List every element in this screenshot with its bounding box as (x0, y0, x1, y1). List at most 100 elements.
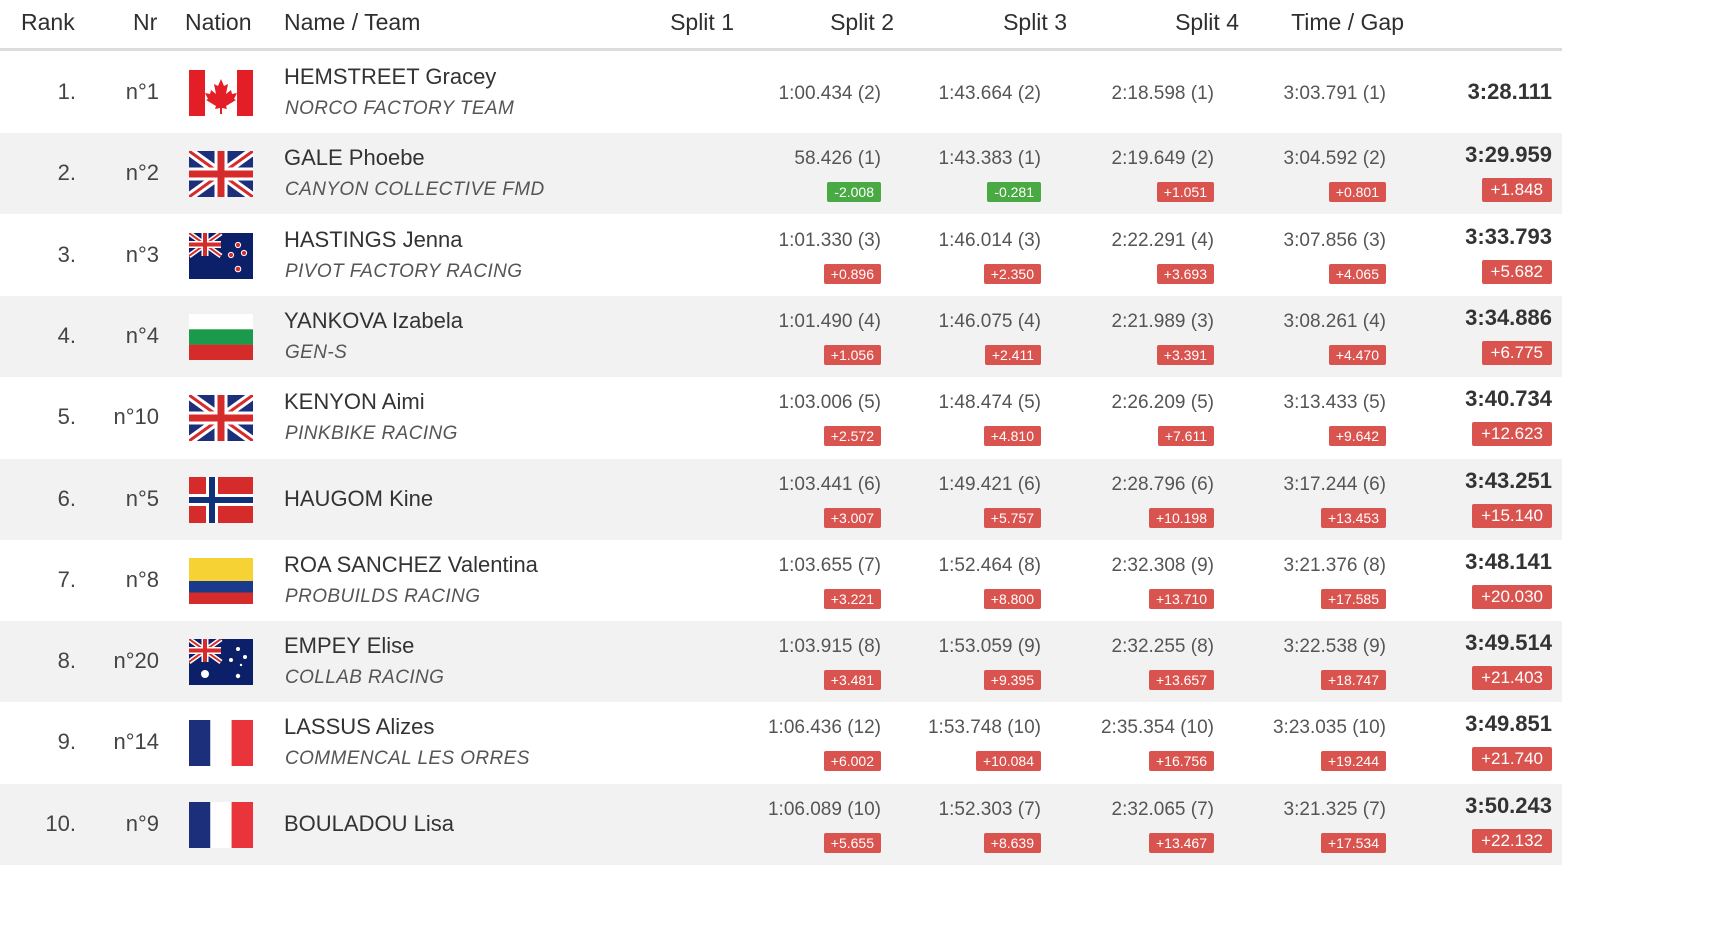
table-row[interactable]: 10. n°9 BOULADOU Lisa 1:06.089 (10) +5.655 1:… (0, 783, 1562, 865)
table-row[interactable]: 1. n°1 HEMSTREET Gracey NORCO FACTORY TEAM 1… (0, 52, 1562, 133)
gap-badge: +21.740 (1472, 747, 1552, 772)
split-1-diff-badge: +5.655 (823, 832, 881, 853)
table-row[interactable]: 5. n°10 KENYON Aimi PINKBIKE RACING 1:03.006… (0, 377, 1562, 458)
column-header-split-2[interactable]: Split 2 (830, 9, 894, 35)
split-1-diff-badge: +6.002 (823, 751, 881, 772)
split-2-diff-badge: +2.350 (983, 263, 1041, 284)
united-kingdom-flag-icon (186, 147, 256, 201)
team-name: NORCO FACTORY TEAM (285, 98, 515, 119)
norway-flag-icon (189, 476, 253, 523)
column-header-split-3[interactable]: Split 3 (1003, 9, 1067, 35)
table-row[interactable]: 2. n°2 GALE Phoebe CANYON COLLECTIVE FMD 58.… (0, 133, 1562, 215)
gap-badge: +12.623 (1472, 422, 1552, 447)
rank-value: 6. (57, 485, 76, 511)
table-row[interactable]: 7. n°8 ROA SANCHEZ Valentina PROBUILDS RACI… (0, 540, 1562, 621)
rider-name[interactable]: ROA SANCHEZ Valentina (284, 551, 538, 577)
team-name: PIVOT FACTORY RACING (285, 260, 523, 282)
column-header-rank[interactable]: Rank (21, 9, 75, 35)
finish-time: 3:33.793 (1465, 223, 1552, 249)
gap-badge: +15.140 (1472, 503, 1552, 528)
split-3-time: 2:21.989 (3) (1111, 310, 1214, 332)
rank-value: 5. (57, 404, 76, 430)
split-4-time: 3:04.592 (2) (1283, 148, 1386, 170)
table-row[interactable]: 8. n°20 EMPEY Elise COLLAB RACING 1:03.915 (… (0, 621, 1562, 703)
split-1-time: 58.426 (1) (794, 148, 881, 170)
rank-value: 1. (57, 79, 76, 104)
split-3-time: 2:35.354 (10) (1100, 717, 1214, 739)
split-1-diff-badge: +2.572 (823, 426, 881, 447)
column-header-time-gap[interactable]: Time / Gap (1291, 9, 1404, 35)
split-1-time: 1:06.436 (12) (767, 717, 881, 739)
table-row[interactable]: 6. n°5 HAUGOM Kine 1:03.441 (6) +3.007 1:49.4… (0, 458, 1562, 540)
team-name: COMMENCAL LES ORRES (285, 748, 530, 770)
rider-name[interactable]: HAUGOM Kine (284, 485, 434, 511)
split-2-diff-badge: +2.411 (984, 344, 1041, 365)
column-header-nation[interactable]: Nation (185, 9, 252, 35)
split-1-diff-badge: +0.896 (823, 263, 881, 284)
gap-badge: +6.775 (1481, 340, 1552, 365)
table-row[interactable]: 3. n°3 HASTINGS Jenna PIVOT FACTORY RACING 1… (0, 215, 1562, 296)
table-row[interactable]: 9. n°14 LASSUS Alizes COMMENCAL LES ORRES 1:… (0, 702, 1562, 783)
split-3-time: 2:18.598 (1) (1111, 83, 1214, 104)
rider-name[interactable]: EMPEY Elise (284, 633, 415, 659)
split-2-time: 1:48.474 (5) (938, 392, 1041, 414)
split-3-diff-badge: +7.611 (1157, 426, 1214, 447)
colombia-flag-icon (189, 557, 253, 604)
rider-name[interactable]: YANKOVA Izabela (284, 307, 463, 333)
rider-name[interactable]: HEMSTREET Gracey (284, 64, 497, 89)
split-1-time: 1:01.330 (3) (778, 229, 881, 251)
team-name: CANYON COLLECTIVE FMD (285, 179, 545, 201)
france-flag-icon (189, 720, 253, 767)
split-3-diff-badge: +10.198 (1149, 507, 1214, 528)
bib-number: n°4 (125, 322, 159, 348)
rider-name[interactable]: KENYON Aimi (284, 389, 425, 415)
finish-time: 3:28.111 (1467, 79, 1552, 104)
finish-time: 3:50.243 (1465, 792, 1552, 818)
split-3-time: 2:26.209 (5) (1111, 392, 1214, 414)
team-name: PINKBIKE RACING (285, 423, 458, 445)
split-4-diff-badge: +4.065 (1328, 263, 1386, 284)
split-1-diff-badge: -2.008 (827, 182, 881, 203)
rider-name[interactable]: BOULADOU Lisa (284, 810, 454, 836)
finish-time: 3:29.959 (1465, 142, 1552, 168)
split-2-diff-badge: +8.639 (983, 832, 1041, 853)
column-header-name-team[interactable]: Name / Team (284, 9, 421, 35)
rider-name[interactable]: HASTINGS Jenna (284, 226, 463, 252)
column-header-split-1[interactable]: Split 1 (670, 9, 734, 35)
split-1-diff-badge: +3.007 (823, 507, 881, 528)
rider-name[interactable]: LASSUS Alizes (284, 714, 435, 740)
split-2-time: 1:43.383 (1) (938, 148, 1041, 170)
bib-number: n°9 (125, 810, 159, 836)
bib-number: n°20 (113, 648, 159, 674)
split-4-time: 3:17.244 (6) (1283, 473, 1386, 495)
split-2-diff-badge: +4.810 (983, 426, 1041, 447)
split-2-time: 1:53.059 (9) (938, 636, 1041, 658)
team-name: GEN-S (285, 341, 348, 363)
split-1-time: 1:03.655 (7) (778, 554, 881, 576)
split-3-diff-badge: +3.693 (1156, 263, 1214, 284)
united-kingdom-flag-icon (186, 391, 256, 445)
split-4-time: 3:07.856 (3) (1283, 229, 1386, 251)
finish-time: 3:34.886 (1465, 304, 1552, 330)
split-4-time: 3:21.376 (8) (1283, 554, 1386, 576)
split-3-diff-badge: +16.756 (1149, 751, 1214, 772)
split-2-time: 1:52.303 (7) (938, 798, 1041, 820)
split-4-diff-badge: +4.470 (1328, 344, 1386, 365)
split-3-time: 2:32.065 (7) (1111, 798, 1214, 820)
rank-value: 9. (57, 729, 76, 755)
split-1-time: 1:06.089 (10) (767, 798, 881, 820)
split-4-diff-badge: +17.534 (1321, 832, 1386, 853)
bib-number: n°8 (125, 566, 159, 592)
column-header-nr[interactable]: Nr (133, 9, 158, 35)
table-row[interactable]: 4. n°4 YANKOVA Izabela GEN-S 1:01.490 (4) +1.… (0, 295, 1562, 377)
split-1-time: 1:00.434 (2) (778, 83, 881, 104)
rider-name[interactable]: GALE Phoebe (284, 145, 425, 171)
split-3-diff-badge: +3.391 (1156, 344, 1214, 365)
split-2-time: 1:43.664 (2) (938, 83, 1041, 104)
split-1-time: 1:01.490 (4) (778, 310, 881, 332)
split-4-time: 3:23.035 (10) (1272, 717, 1386, 739)
split-3-diff-badge: +1.051 (1156, 182, 1214, 203)
australia-flag-icon (187, 637, 253, 686)
canada-flag-icon (189, 70, 253, 116)
column-header-split-4[interactable]: Split 4 (1175, 9, 1239, 35)
